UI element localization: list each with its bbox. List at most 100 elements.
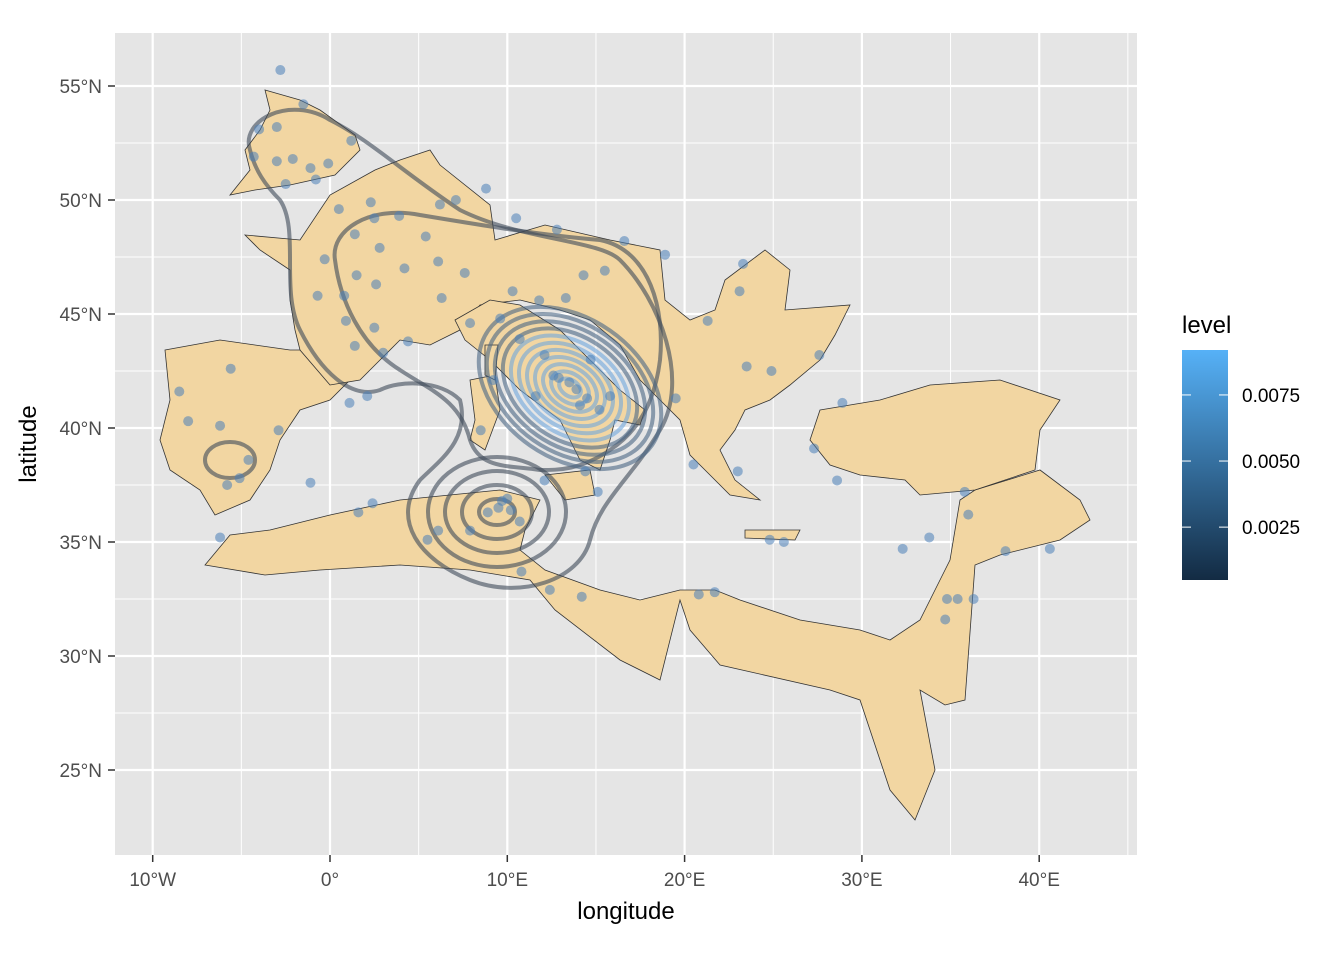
land-crete — [744, 529, 801, 541]
site-point — [433, 256, 444, 267]
contour-ring — [500, 326, 640, 450]
site-point — [502, 493, 513, 504]
land-north-africa-egypt-levant — [204, 469, 1091, 821]
site-point — [963, 509, 974, 520]
site-point — [339, 290, 350, 301]
y-tick-label: 45°N — [60, 305, 102, 326]
site-point — [369, 213, 380, 224]
contour-ring — [508, 333, 632, 443]
site-point — [353, 507, 364, 518]
site-point — [488, 375, 499, 386]
site-point — [434, 199, 445, 210]
x-tick-label: 10°W — [129, 870, 176, 891]
site-point — [514, 516, 525, 527]
site-point — [465, 318, 476, 329]
x-tick-label: 0° — [321, 870, 339, 891]
site-point — [516, 566, 527, 577]
site-point — [511, 213, 522, 224]
site-point — [660, 249, 671, 260]
site-point — [952, 594, 963, 604]
site-point — [280, 179, 291, 190]
site-point — [222, 480, 233, 490]
site-point — [346, 135, 357, 146]
site-point — [514, 334, 525, 345]
site-point — [351, 270, 362, 281]
site-point — [459, 267, 470, 278]
contour-ring — [492, 319, 648, 457]
site-point — [539, 475, 550, 486]
y-tick-label: 40°N — [60, 419, 102, 440]
contour-ring — [443, 469, 551, 555]
site-point — [764, 534, 775, 545]
site-point — [940, 614, 951, 625]
contour-spain — [203, 440, 257, 480]
site-point — [493, 502, 504, 513]
contour-rings-africa — [426, 455, 568, 569]
site-point — [495, 313, 506, 324]
x-tick-label: 40°E — [1018, 870, 1059, 891]
x-axis-title: longitude — [577, 898, 674, 925]
legend-breaks: 0.0075 0.0050 0.0025 — [1182, 386, 1300, 539]
site-point — [403, 336, 414, 347]
site-point — [585, 354, 596, 365]
site-point — [924, 532, 935, 543]
site-point — [243, 454, 254, 465]
site-point — [670, 393, 681, 404]
x-tick-label: 30°E — [841, 870, 882, 891]
site-point — [215, 420, 226, 431]
site-point — [275, 65, 286, 76]
site-point — [305, 477, 316, 488]
site-point — [741, 361, 752, 372]
site-point — [619, 236, 630, 247]
site-point — [475, 425, 486, 436]
land-iberia — [159, 339, 351, 516]
site-point — [362, 391, 373, 402]
site-point — [349, 340, 360, 351]
site-point — [738, 258, 749, 269]
site-point — [560, 293, 571, 304]
site-point — [551, 224, 562, 235]
x-axis-ticks: 10°W 0° 10°E 20°E 30°E 40°E — [129, 855, 1060, 891]
site-point — [310, 174, 321, 185]
land-anatolia — [809, 379, 1061, 496]
x-tick-label: 10°E — [487, 870, 528, 891]
legend-title: level — [1182, 312, 1231, 339]
site-point — [183, 416, 194, 427]
site-point — [814, 350, 825, 361]
site-point — [544, 584, 555, 595]
site-point — [254, 124, 265, 135]
site-point — [319, 254, 330, 265]
site-point — [592, 486, 603, 497]
site-point — [507, 286, 518, 297]
site-point — [688, 459, 699, 470]
site-point — [365, 197, 376, 208]
site-points — [174, 65, 1055, 625]
site-point — [539, 350, 550, 361]
x-tick-label: 20°E — [664, 870, 705, 891]
site-point — [369, 322, 380, 333]
site-point — [897, 543, 908, 554]
site-point — [367, 498, 378, 509]
site-point — [305, 163, 316, 174]
site-point — [273, 425, 284, 436]
y-axis-ticks: 55°N 50°N 45°N 40°N 35°N 30°N 25°N — [60, 77, 115, 782]
site-point — [215, 532, 226, 543]
legend-break-label: 0.0025 — [1242, 518, 1300, 539]
site-point — [422, 534, 433, 545]
site-point — [420, 231, 431, 242]
legend-colorbar — [1182, 350, 1228, 580]
site-point — [465, 525, 476, 536]
site-point — [340, 315, 351, 326]
site-point — [778, 537, 789, 547]
site-point — [599, 265, 610, 276]
site-point — [959, 486, 970, 497]
site-point — [349, 229, 360, 240]
site-point — [580, 466, 591, 477]
site-point — [578, 270, 589, 281]
site-point — [766, 366, 777, 376]
site-point — [702, 315, 713, 326]
site-point — [530, 391, 541, 402]
legend: level 0.0075 0.0050 0.0025 — [1182, 312, 1300, 580]
site-point — [505, 505, 516, 516]
site-point — [271, 122, 282, 133]
